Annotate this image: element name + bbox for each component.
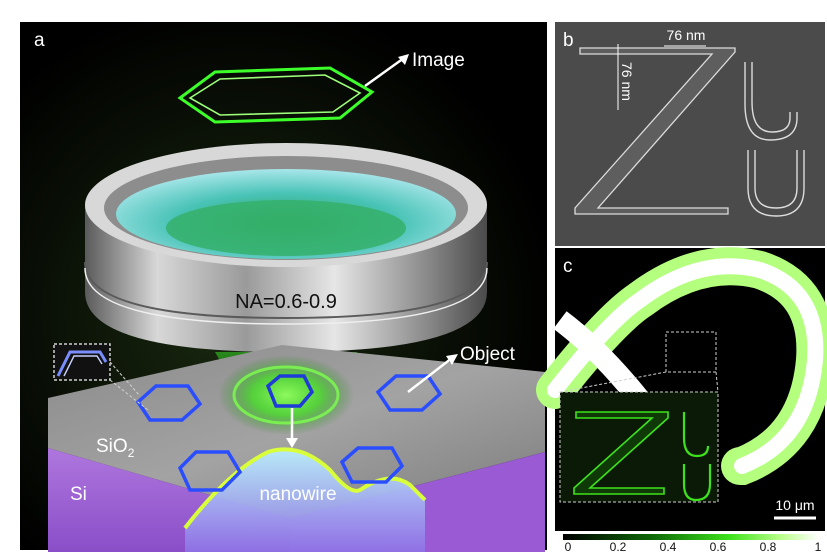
na-label: NA=0.6-0.9: [235, 291, 337, 313]
object-arrow: [407, 357, 453, 393]
object-label: Object: [460, 344, 516, 365]
panel-a-label: a: [34, 30, 45, 51]
nanowire-bump: [185, 449, 425, 552]
colorbar-tick-label: 0.4: [660, 540, 677, 553]
panel-b-label: b: [563, 30, 574, 51]
image-hexagon: [177, 66, 375, 124]
colorbar-tick-label: 0.6: [710, 540, 727, 553]
panel-a: a Image NA=0.6-0.9: [20, 22, 547, 552]
fluorescent-u: [682, 464, 712, 502]
width-annotation: 76 nm: [667, 27, 706, 43]
sio2-label: SiO2: [96, 436, 135, 460]
colorbar-tick-label: 0: [565, 540, 572, 553]
colorbar-tick-label: 0.2: [610, 540, 627, 553]
image-arrow: [364, 56, 405, 88]
colorbar-tick-label: 1: [815, 540, 822, 553]
lower-left-hexagon: [177, 450, 243, 492]
panel-c: c 10 μm: [536, 247, 827, 531]
right-hexagon: [375, 374, 443, 412]
sem-j-letter: [744, 62, 798, 141]
inset-zoom: [53, 343, 149, 411]
colorbar-tick-label: 0.8: [760, 540, 777, 553]
lower-right-hexagon: [339, 446, 405, 484]
center-hexagon: [265, 374, 315, 408]
nanowire-label: nanowire: [259, 484, 336, 505]
left-hexagon: [135, 384, 203, 422]
colorbar: 0 0.2 0.4 0.6 0.8 1: [563, 534, 822, 554]
panel-c-label: c: [563, 256, 573, 277]
object-hexagons: [135, 374, 443, 492]
colorbar-gradient: [563, 534, 819, 540]
image-label: Image: [412, 50, 465, 71]
panel-b: b 76 nm 76 nm: [555, 22, 825, 246]
colorbar-ticks: 0 0.2 0.4 0.6 0.8 1: [565, 540, 822, 554]
image-arrowhead: [398, 54, 409, 65]
sem-u-letter: [747, 150, 805, 217]
fluorescent-loop-core: [547, 258, 824, 474]
sem-z-letter: [574, 47, 736, 215]
fluorescent-z: [573, 411, 669, 495]
si-label: Si: [70, 484, 87, 505]
nanowire-arrowhead: [286, 438, 298, 448]
object-arrowhead: [446, 354, 458, 365]
height-annotation: 76 nm: [619, 62, 635, 101]
objective-lens: NA=0.6-0.9: [84, 143, 488, 352]
scale-bar-label: 10 μm: [775, 497, 814, 513]
fluorescent-j: [682, 412, 710, 458]
zoom-source-box: [665, 331, 717, 373]
